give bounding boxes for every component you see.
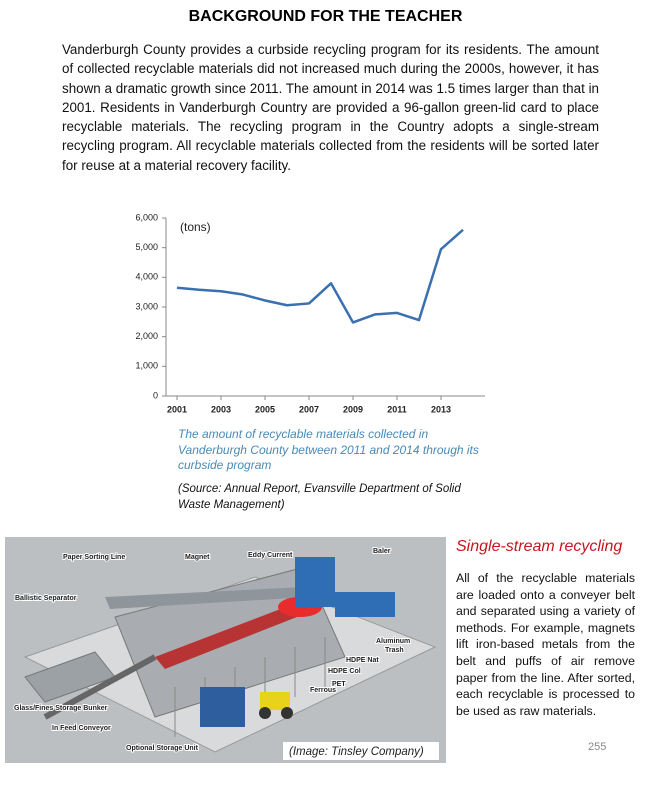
x-tick-label: 2009 (343, 404, 363, 414)
y-tick-label: 6,000 (135, 212, 158, 222)
loader (260, 692, 290, 710)
image-label: In Feed Conveyor (52, 725, 111, 732)
image-label: HDPE Nat (346, 657, 379, 664)
image-label: Glass/Fines Storage Bunker (14, 705, 108, 712)
y-tick-label: 4,000 (135, 272, 158, 282)
image-label: Aluminum (376, 638, 410, 645)
heading: BACKGROUND FOR THE TEACHER (188, 8, 463, 25)
x-tick-label: 2003 (211, 404, 231, 414)
chart-source: (Source: Annual Report, Evansville Depar… (178, 483, 461, 511)
x-tick-label: 2011 (387, 404, 407, 414)
facility-illustration: Paper Sorting Line Magnet Eddy Current B… (5, 537, 446, 763)
image-label: Optional Storage Unit (126, 745, 199, 752)
line-chart: (tons) 0 1,000 2,000 3,000 4,000 5,000 6,000 20… (135, 212, 485, 414)
image-label: Paper Sorting Line (63, 554, 125, 561)
x-tick-label: 2005 (255, 404, 275, 414)
x-tick-label: 2007 (299, 404, 319, 414)
chart-caption: The amount of recyclable materials colle… (178, 427, 479, 472)
y-tick-label: 2,000 (135, 331, 158, 341)
image-label: Eddy Current (248, 552, 293, 559)
image-credit: (Image: Tinsley Company) (289, 746, 424, 758)
page-number: 255 (588, 741, 607, 753)
paragraph: Vanderburgh County provides a curbside r… (62, 42, 599, 173)
y-tick-label: 0 (153, 390, 158, 400)
image-label: HDPE Col (328, 668, 361, 675)
data-line (176, 228, 464, 324)
y-tick-label: 5,000 (135, 242, 158, 252)
baler (335, 592, 395, 617)
chart-annotation: (tons) (180, 220, 211, 234)
x-tick-label: 2001 (167, 404, 187, 414)
sidebar-title: Single-stream recycling (456, 538, 623, 555)
image-label: Ferrous (310, 687, 336, 694)
image-label: PET (332, 681, 346, 688)
y-tick-label: 3,000 (135, 301, 158, 311)
credit-box (283, 742, 439, 760)
paper-line (105, 587, 310, 609)
infeed-conveyor (43, 654, 157, 720)
wheel (259, 707, 271, 719)
baler-hopper (295, 557, 335, 607)
image-label: Baler (373, 548, 391, 555)
image-label: Magnet (185, 554, 210, 561)
wheel (281, 707, 293, 719)
storage-unit (200, 687, 245, 727)
image-label: Trash (385, 647, 404, 654)
sidebar-text: All of the recyclable materials are load… (456, 571, 635, 718)
image-label: Ballistic Separator (15, 595, 77, 602)
y-tick-label: 1,000 (135, 361, 158, 371)
x-tick-label: 2013 (431, 404, 451, 414)
